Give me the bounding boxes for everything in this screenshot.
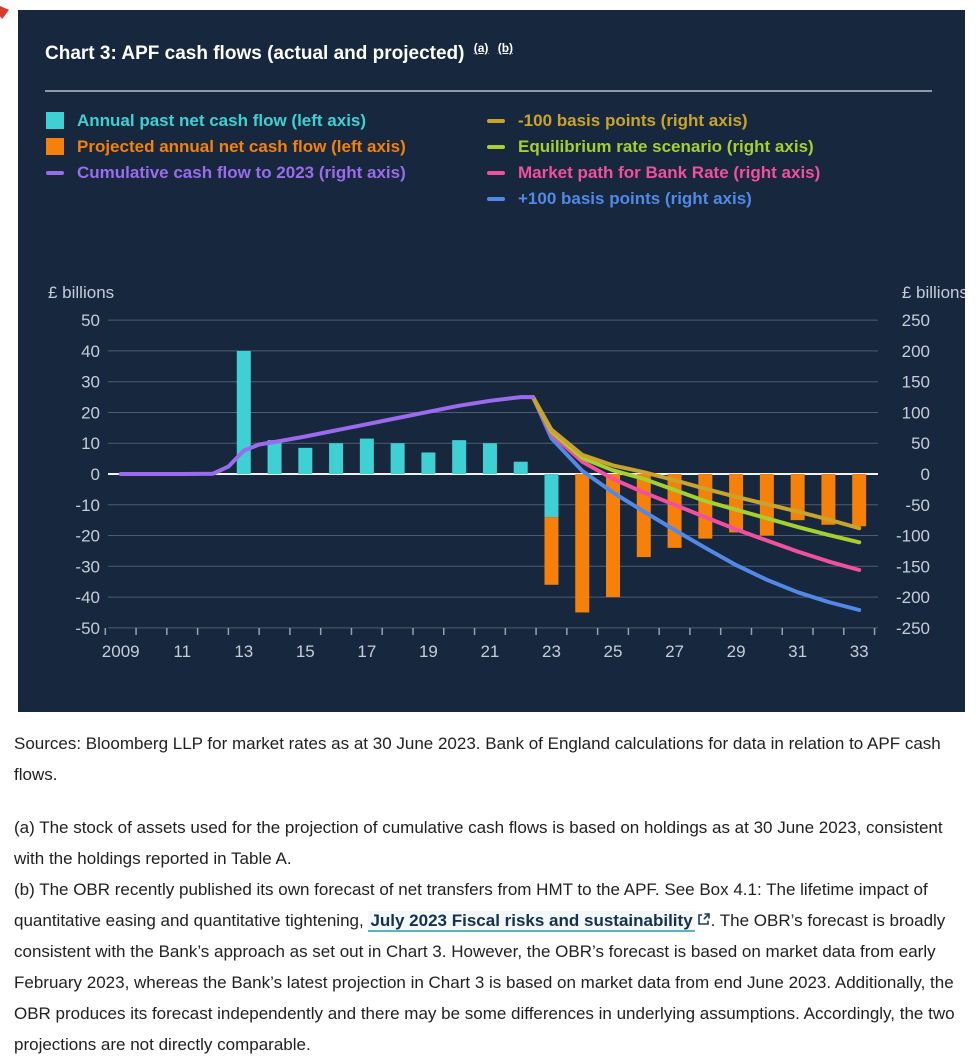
svg-text:200: 200 — [902, 342, 930, 361]
title-separator — [45, 90, 932, 92]
svg-text:250: 250 — [902, 311, 930, 330]
cyan-square-swatch-icon — [46, 112, 64, 129]
svg-text:29: 29 — [727, 642, 746, 661]
svg-text:19: 19 — [419, 642, 438, 661]
chart-title: Chart 3: APF cash flows (actual and proj… — [18, 41, 965, 65]
footnote-b-pre: (b) The OBR recently published its own f… — [14, 880, 928, 930]
footnote-a-text: (a) The stock of assets used for the pro… — [14, 818, 943, 868]
svg-text:2009: 2009 — [102, 642, 140, 661]
svg-text:27: 27 — [665, 642, 684, 661]
svg-text:10: 10 — [81, 434, 100, 453]
sources-text: Sources: Bloomberg LLP for market rates … — [14, 734, 941, 784]
legend-left-column: Annual past net cash flow (left axis) Pr… — [46, 108, 478, 212]
svg-text:150: 150 — [902, 373, 930, 392]
svg-text:40: 40 — [81, 342, 100, 361]
legend-item-minus-100bp: -100 basis points (right axis) — [487, 108, 965, 134]
legend-item-cumulative-cash-flow: Cumulative cash flow to 2023 (right axis… — [46, 160, 478, 186]
svg-text:33: 33 — [850, 642, 869, 661]
svg-text:50: 50 — [81, 311, 100, 330]
chart-title-text: Chart 3: APF cash flows (actual and proj… — [45, 43, 465, 64]
fiscal-risks-link[interactable]: July 2023 Fiscal risks and sustainabilit… — [368, 911, 695, 932]
legend-item-market-path: Market path for Bank Rate (right axis) — [487, 160, 965, 186]
svg-text:50: 50 — [911, 434, 930, 453]
svg-text:-100: -100 — [896, 527, 930, 546]
svg-text:23: 23 — [542, 642, 561, 661]
legend-item-equilibrium-rate: Equilibrium rate scenario (right axis) — [487, 134, 965, 160]
chart-panel: Chart 3: APF cash flows (actual and proj… — [18, 10, 965, 712]
svg-text:100: 100 — [902, 403, 930, 422]
svg-text:15: 15 — [296, 642, 315, 661]
svg-text:11: 11 — [173, 642, 191, 661]
svg-text:-50: -50 — [75, 619, 100, 638]
svg-text:25: 25 — [604, 642, 623, 661]
svg-text:£ billions: £ billions — [902, 283, 965, 302]
purple-line-swatch-icon — [46, 171, 64, 175]
svg-text:-20: -20 — [75, 527, 100, 546]
svg-text:21: 21 — [480, 642, 499, 661]
svg-text:£ billions: £ billions — [48, 283, 114, 302]
svg-text:-200: -200 — [896, 588, 930, 607]
olive-line-swatch-icon — [487, 119, 505, 123]
svg-text:-50: -50 — [905, 496, 930, 515]
red-marker-artifact — [0, 6, 9, 19]
footnotes-block: (a) The stock of assets used for the pro… — [14, 812, 966, 1060]
svg-text:20: 20 — [81, 403, 100, 422]
svg-text:-40: -40 — [75, 588, 100, 607]
svg-text:0: 0 — [921, 465, 930, 484]
svg-text:-150: -150 — [896, 557, 930, 576]
svg-text:17: 17 — [357, 642, 376, 661]
footnote-b-link[interactable]: (b) — [497, 41, 514, 55]
blue-line-swatch-icon — [487, 197, 505, 201]
chart-footer: Sources: Bloomberg LLP for market rates … — [0, 712, 978, 1060]
svg-text:-250: -250 — [896, 619, 930, 638]
svg-text:-10: -10 — [75, 496, 100, 515]
legend-item-past-cash-flow: Annual past net cash flow (left axis) — [46, 108, 478, 134]
legend-right-column: -100 basis points (right axis) Equilibri… — [478, 108, 965, 212]
legend-item-projected-cash-flow: Projected annual net cash flow (left axi… — [46, 134, 478, 160]
svg-text:0: 0 — [91, 465, 100, 484]
svg-text:-30: -30 — [75, 557, 100, 576]
green-line-swatch-icon — [487, 145, 505, 149]
footnote-b-post: . The OBR’s forecast is broadly consiste… — [14, 911, 955, 1054]
footnote-b-text: (b) The OBR recently published its own f… — [14, 874, 966, 1060]
svg-text:13: 13 — [234, 642, 253, 661]
external-link-icon — [697, 905, 711, 936]
footnote-a-link[interactable]: (a) — [473, 41, 489, 55]
orange-square-swatch-icon — [46, 138, 64, 155]
legend-item-plus-100bp: +100 basis points (right axis) — [487, 186, 965, 212]
chart-legend: Annual past net cash flow (left axis) Pr… — [18, 92, 965, 212]
pink-line-swatch-icon — [487, 171, 505, 175]
svg-text:30: 30 — [81, 373, 100, 392]
svg-text:31: 31 — [788, 642, 807, 661]
